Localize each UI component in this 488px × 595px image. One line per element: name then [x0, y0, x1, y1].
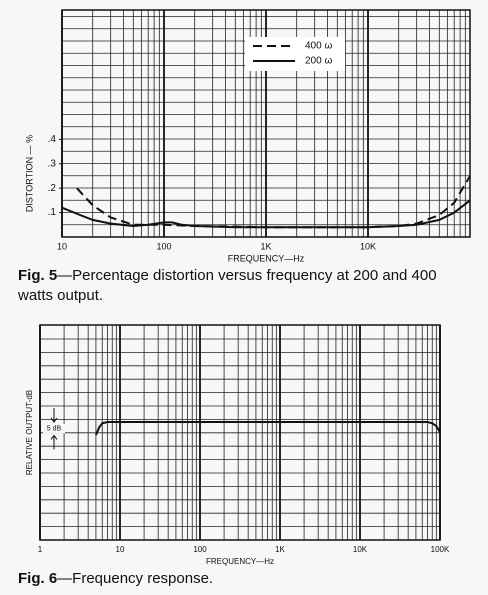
caption-text: —Frequency response.	[57, 570, 214, 587]
x-tick-label: 10K	[360, 241, 376, 251]
legend-label: 200 ω	[305, 56, 332, 67]
x-tick-label: 10K	[353, 545, 368, 554]
x-axis-label: FREQUENCY—Hz	[206, 557, 274, 566]
y-tick-label: .3	[48, 158, 57, 169]
legend-box	[245, 37, 345, 71]
annotation-arrowhead	[50, 434, 58, 440]
y-axis-label: DISTORTION — %	[24, 135, 34, 212]
y-tick-label: .2	[48, 183, 57, 194]
x-tick-label: 10	[116, 545, 125, 554]
x-tick-label: 1	[38, 545, 43, 554]
caption-text: —Percentage distortion versus frequency …	[18, 267, 437, 304]
caption-label: Fig. 6	[18, 570, 58, 587]
x-tick-label: 1K	[275, 545, 285, 554]
y-axis-label: RELATIVE OUTPUT-dB	[25, 390, 34, 475]
annotation-arrowhead	[50, 417, 58, 423]
y-tick-label: .4	[48, 134, 57, 145]
data-line	[94, 421, 441, 436]
annotation-bg	[43, 424, 65, 434]
y-tick-label: .1	[48, 207, 57, 218]
x-tick-label: 1K	[260, 241, 271, 251]
caption-label: Fig. 5	[18, 267, 58, 284]
annotation: 5 dB	[47, 426, 62, 433]
data-line	[76, 175, 471, 229]
legend-label: 400 ω	[305, 41, 332, 52]
x-tick-label: 100	[193, 545, 207, 554]
x-axis-label: FREQUENCY—Hz	[228, 253, 305, 263]
x-tick-label: 100K	[431, 545, 450, 554]
x-tick-label: 100	[156, 241, 171, 251]
caption-1: Fig. 5—Percentage distortion versus freq…	[18, 266, 473, 306]
caption-2: Fig. 6—Frequency response.	[18, 569, 473, 589]
x-tick-label: 10	[57, 241, 67, 251]
data-line	[61, 199, 471, 229]
